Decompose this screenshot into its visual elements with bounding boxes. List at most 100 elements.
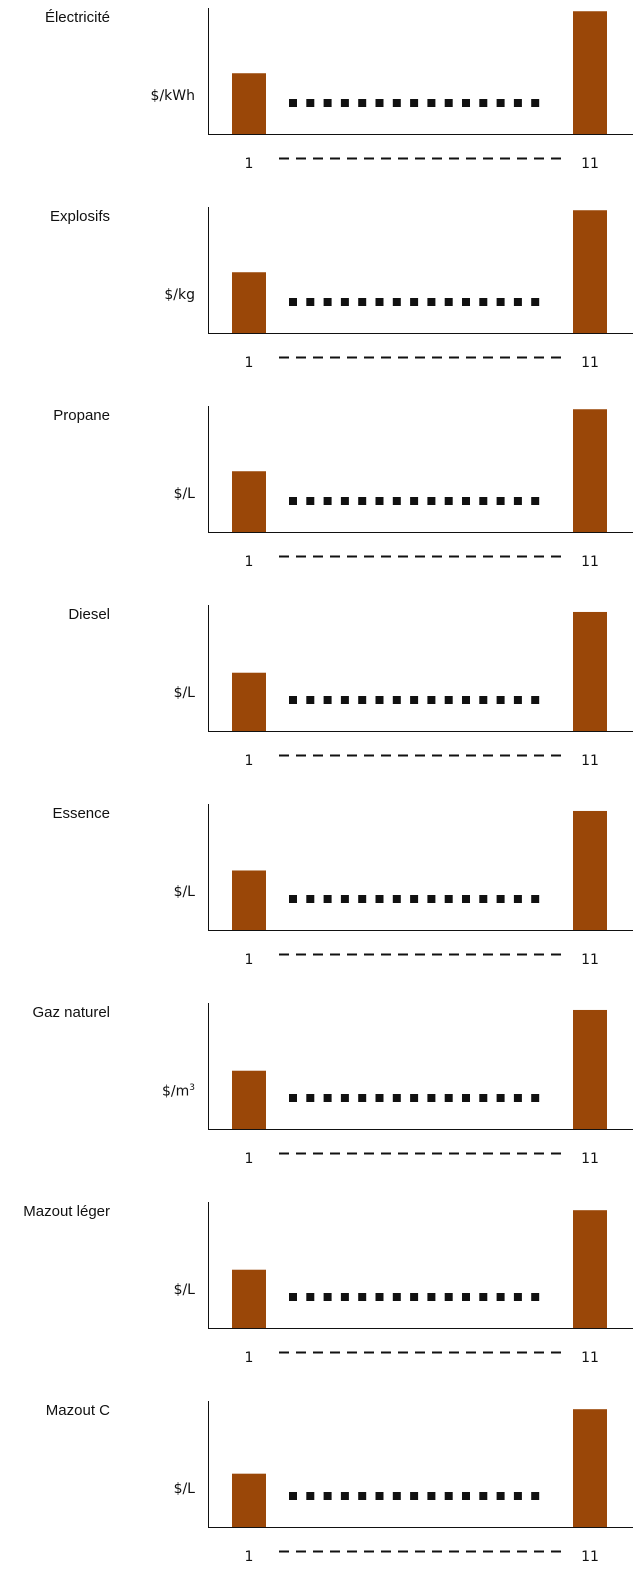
ellipsis-dot bbox=[427, 298, 436, 306]
ellipsis-dot bbox=[289, 99, 297, 107]
ellipsis-dot bbox=[340, 696, 349, 704]
x-tick-label: 11 bbox=[581, 554, 599, 570]
ellipsis-dot bbox=[306, 497, 315, 505]
ellipsis-dot bbox=[340, 1094, 349, 1102]
y-axis-unit-label: $/L bbox=[174, 1481, 195, 1497]
ellipsis-dot bbox=[444, 298, 453, 306]
ellipsis-dot bbox=[392, 696, 401, 704]
chart-panel: Électricité $/kWh 1 11 bbox=[0, 0, 633, 199]
y-axis-unit-text: $/L bbox=[173, 685, 195, 701]
ellipsis-dot bbox=[427, 1492, 436, 1500]
y-axis-unit-label: $/L bbox=[174, 685, 195, 701]
bar-11 bbox=[573, 1009, 607, 1129]
ellipsis-dot bbox=[340, 497, 349, 505]
ellipsis-dot bbox=[496, 497, 505, 505]
ellipsis-dot bbox=[289, 1094, 297, 1102]
ellipsis-dot bbox=[306, 298, 315, 306]
ellipsis-dot bbox=[531, 696, 540, 704]
ellipsis-dot bbox=[375, 1492, 384, 1500]
ellipsis-dot bbox=[427, 895, 436, 903]
ellipsis-dot bbox=[479, 1094, 488, 1102]
y-axis-unit-text: $/m bbox=[162, 1083, 190, 1100]
x-tick-label: 11 bbox=[581, 156, 599, 172]
x-tick-label: 1 bbox=[244, 1350, 254, 1366]
ellipsis-dot bbox=[496, 1094, 505, 1102]
ellipsis-dot bbox=[375, 895, 384, 903]
ellipsis-dot bbox=[289, 1492, 297, 1500]
ellipsis-dot bbox=[444, 99, 453, 107]
y-axis-unit-text: $/kWh bbox=[150, 88, 195, 104]
ellipsis-dot bbox=[462, 1094, 470, 1102]
ellipsis-dot bbox=[479, 895, 488, 903]
ellipsis-dot bbox=[410, 1492, 419, 1500]
bar-11 bbox=[573, 210, 607, 333]
ellipsis-dot bbox=[289, 696, 297, 704]
ellipsis-dot bbox=[375, 1094, 384, 1102]
y-axis-unit-label: $/kg bbox=[164, 287, 195, 303]
ellipsis-dot bbox=[358, 1492, 367, 1500]
ellipsis-dot bbox=[531, 895, 540, 903]
ellipsis-dot bbox=[479, 1492, 488, 1500]
ellipsis-dot bbox=[358, 298, 367, 306]
chart-title: Explosifs bbox=[49, 208, 110, 225]
chart-title: Propane bbox=[53, 407, 110, 424]
ellipsis-dot bbox=[462, 99, 470, 107]
chart-plot-area bbox=[208, 804, 633, 956]
ellipsis-dot bbox=[392, 895, 401, 903]
bar-11 bbox=[573, 1210, 607, 1328]
ellipsis-dot bbox=[410, 1293, 419, 1301]
ellipsis-dot bbox=[306, 895, 315, 903]
chart-plot-area bbox=[208, 605, 633, 757]
ellipsis-dot bbox=[531, 99, 540, 107]
ellipsis-dot bbox=[462, 895, 470, 903]
x-tick-label: 11 bbox=[581, 1151, 599, 1167]
ellipsis-dot bbox=[392, 1492, 401, 1500]
chart-plot-area bbox=[208, 1003, 633, 1155]
ellipsis-dot bbox=[410, 497, 419, 505]
ellipsis-dot bbox=[410, 1094, 419, 1102]
ellipsis-dot bbox=[358, 895, 367, 903]
ellipsis-dot bbox=[306, 1094, 315, 1102]
ellipsis-dot bbox=[410, 696, 419, 704]
y-axis-unit-label: $/L bbox=[174, 884, 195, 900]
chart-title: Essence bbox=[52, 805, 110, 822]
ellipsis-dot bbox=[323, 1492, 332, 1500]
y-axis-unit-label: $/L bbox=[174, 486, 195, 502]
ellipsis-dot bbox=[479, 298, 488, 306]
chart-panel: Mazout léger $/L 1 11 bbox=[0, 1194, 633, 1393]
ellipsis-dot bbox=[375, 497, 384, 505]
bar-11 bbox=[573, 611, 607, 731]
chart-panel: Gaz naturel $/m3 1 11 bbox=[0, 995, 633, 1194]
ellipsis-dot bbox=[479, 99, 488, 107]
ellipsis-dot bbox=[427, 696, 436, 704]
ellipsis-dot bbox=[289, 497, 297, 505]
bar-11 bbox=[573, 409, 607, 532]
ellipsis-dot bbox=[340, 298, 349, 306]
bar-11 bbox=[573, 1409, 607, 1527]
ellipsis-dot bbox=[444, 1094, 453, 1102]
x-tick-label: 11 bbox=[581, 355, 599, 371]
x-tick-label: 1 bbox=[244, 1151, 254, 1167]
bar-1 bbox=[232, 73, 266, 134]
ellipsis-dot bbox=[513, 99, 522, 107]
chart-plot-area bbox=[208, 8, 633, 160]
ellipsis-dot bbox=[392, 99, 401, 107]
x-tick-label: 11 bbox=[581, 1350, 599, 1366]
ellipsis-dot bbox=[427, 99, 436, 107]
x-tick-label: 1 bbox=[244, 1549, 254, 1565]
ellipsis-dot bbox=[513, 497, 522, 505]
chart-plot-area bbox=[208, 406, 633, 558]
chart-title: Diesel bbox=[68, 606, 110, 623]
ellipsis-dot bbox=[289, 298, 297, 306]
ellipsis-dot bbox=[479, 696, 488, 704]
chart-panel: Propane $/L 1 11 bbox=[0, 398, 633, 597]
chart-title: Gaz naturel bbox=[32, 1004, 110, 1021]
bar-1 bbox=[232, 1473, 266, 1527]
ellipsis-dot bbox=[358, 99, 367, 107]
ellipsis-dot bbox=[479, 1293, 488, 1301]
ellipsis-dot bbox=[496, 1492, 505, 1500]
ellipsis-dot bbox=[323, 696, 332, 704]
ellipsis-dot bbox=[444, 1293, 453, 1301]
chart-plot-area bbox=[208, 1202, 633, 1354]
y-axis-unit-label: $/kWh bbox=[151, 88, 195, 104]
